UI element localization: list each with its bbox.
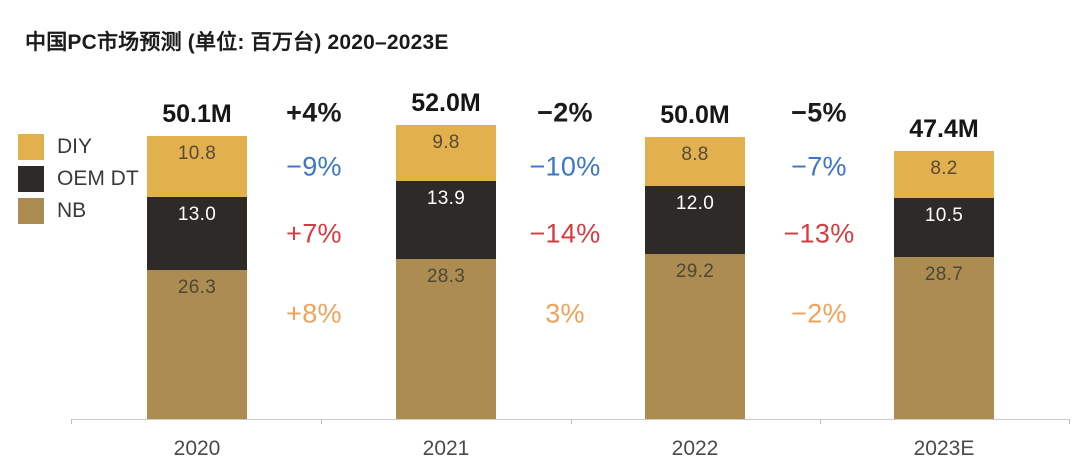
bar-segment-label: 12.0 [675,193,715,215]
x-axis-label: 2023E [913,437,975,460]
x-axis-tick [570,419,572,424]
stacked-bar: 8.8 12.0 29.2 [645,136,745,420]
legend-label-nb: NB [57,199,87,222]
bar-segment-diy: 8.2 [894,151,994,198]
x-axis-tick [1069,419,1070,424]
yoy-change-label: −2% [791,298,847,329]
bar-segment-label: 28.3 [426,266,466,288]
bar-segment-oem-dt: 12.0 [645,186,745,255]
bar-segment-diy: 9.8 [396,125,496,181]
x-axis-label: 2020 [173,437,221,460]
bar-total-label: 50.0M [660,100,730,129]
x-axis-tick [819,419,821,424]
yoy-change-label: −2% [537,97,593,128]
legend-label-oem-dt: OEM DT [57,167,139,190]
yoy-change-label: +7% [286,218,342,249]
bar-segment-label: 8.2 [930,158,958,180]
bar-segment-diy: 8.8 [645,136,745,187]
stacked-bar: 8.2 10.5 28.7 [894,151,994,419]
legend-item-oem-dt: OEM DT [18,166,139,192]
legend-swatch-nb [18,198,44,224]
bar-total-label: 52.0M [411,89,481,118]
yoy-change-label: +4% [286,97,342,128]
bar-segment-oem-dt: 13.0 [147,196,247,271]
yoy-change-label: +8% [286,298,342,329]
legend-label-diy: DIY [57,135,93,158]
bar-total-label: 47.4M [909,115,979,144]
bar-segment-label: 10.8 [177,142,217,164]
bar-segment-nb: 28.7 [894,256,994,419]
x-axis-tick [71,419,72,424]
bar-segment-label: 13.0 [177,203,217,225]
legend-item-diy: DIY [18,134,139,160]
bar-segment-nb: 26.3 [147,270,247,419]
yoy-change-label: 3% [545,298,585,329]
yoy-change-label: −13% [783,218,855,249]
bar-segment-label: 26.3 [177,277,217,299]
bar-segment-label: 29.2 [675,261,715,283]
bar-segment-label: 9.8 [432,132,460,154]
stacked-bar: 9.8 13.9 28.3 [396,125,496,419]
x-axis-label: 2021 [422,437,470,460]
yoy-change-label: −9% [286,151,342,182]
legend: DIY OEM DT NB [18,134,139,224]
bar-segment-label: 10.5 [924,204,964,226]
bar-segment-nb: 29.2 [645,254,745,419]
bar-segment-diy: 10.8 [147,135,247,197]
yoy-change-label: −14% [529,218,601,249]
bar-segment-label: 13.9 [426,187,466,209]
stacked-bar: 10.8 13.0 26.3 [147,135,247,419]
legend-swatch-diy [18,134,44,160]
x-axis-label: 2022 [671,437,719,460]
bar-total-label: 50.1M [162,99,232,128]
bar-segment-oem-dt: 10.5 [894,197,994,257]
yoy-change-label: −7% [791,151,847,182]
legend-item-nb: NB [18,198,139,224]
bar-segment-label: 8.8 [681,143,709,165]
legend-swatch-oem-dt [18,166,44,192]
yoy-change-label: −10% [529,151,601,182]
x-axis-tick [320,419,322,424]
bar-segment-oem-dt: 13.9 [396,180,496,260]
bar-segment-nb: 28.3 [396,259,496,419]
yoy-change-label: −5% [791,97,847,128]
bar-segment-label: 28.7 [924,263,964,285]
chart-title: 中国PC市场预测 (单位: 百万台) 2020–2023E [25,31,449,54]
